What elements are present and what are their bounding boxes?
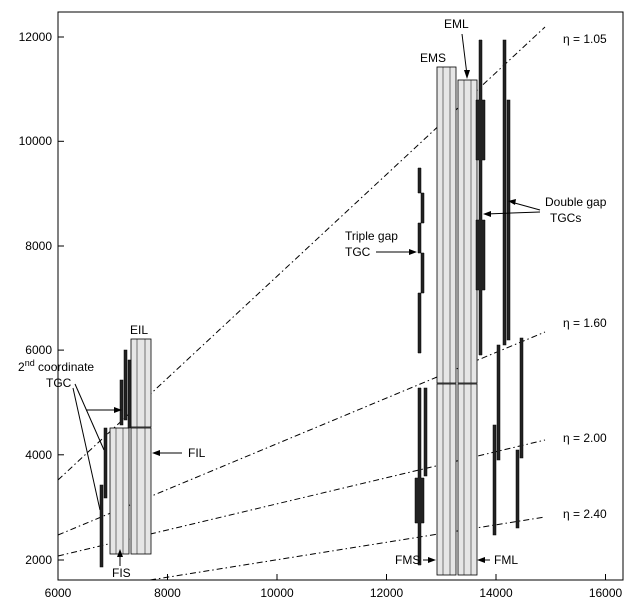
coord-label-sup: nd — [25, 358, 35, 368]
eil-label: EIL — [130, 323, 148, 337]
y-axis: 2000 4000 6000 8000 10000 12000 — [19, 30, 64, 567]
eml-label: EML — [444, 17, 469, 31]
double-gap-tgc — [496, 344, 501, 461]
fms-chamber — [436, 383, 457, 576]
double-gap-tgc — [502, 39, 507, 346]
eta-line-240 — [149, 516, 546, 581]
triple-gap-label: Triple gap TGC — [345, 229, 398, 259]
x-tick-label: 12000 — [370, 586, 404, 600]
inner-station — [99, 338, 152, 568]
tgc-inner — [119, 379, 124, 426]
triple-gap-tgc — [417, 167, 425, 354]
x-axis: 6000 8000 10000 12000 14000 16000 — [45, 574, 623, 600]
fil-chamber — [130, 427, 152, 555]
double-gap-tgc — [492, 424, 497, 536]
double-gap-line2: TGCs — [550, 211, 581, 225]
eta-label-160: η = 1.60 — [563, 316, 607, 330]
y-tick-label: 10000 — [19, 134, 53, 148]
y-tick-label: 2000 — [25, 553, 52, 567]
fml-chamber — [457, 383, 478, 576]
y-tick-label: 4000 — [25, 448, 52, 462]
triple-gap-tgc — [423, 387, 428, 477]
eta-label-240: η = 2.40 — [563, 507, 607, 521]
eta-label-200: η = 2.00 — [563, 431, 607, 445]
tgc-inner — [103, 427, 108, 499]
y-tick-label: 6000 — [25, 343, 52, 357]
tgc-inner — [99, 484, 104, 568]
double-gap-line1: Double gap — [545, 195, 607, 209]
fms-label: FMS — [395, 553, 420, 567]
coord-tgc-label: TGC — [46, 376, 72, 390]
double-gap-tgc — [515, 449, 520, 529]
tgc-inner — [127, 359, 132, 429]
middle-station — [414, 39, 524, 576]
y-tick-label: 8000 — [25, 239, 52, 253]
double-gap-tgc — [506, 99, 511, 341]
double-gap-label: Double gap TGCs — [545, 195, 607, 225]
second-coordinate-tgc-label: 2nd coordinate TGC — [18, 358, 94, 390]
plot-frame — [57, 11, 624, 581]
double-gap-tgc — [519, 337, 524, 459]
svg-text:2nd coordinate: 2nd coordinate — [18, 358, 94, 374]
eil-chamber — [130, 338, 152, 428]
x-tick-label: 8000 — [154, 586, 181, 600]
coord-label-a: 2 — [18, 360, 25, 374]
triple-gap-line1: Triple gap — [345, 229, 398, 243]
ems-label: EMS — [420, 51, 446, 65]
eml-chamber — [457, 79, 478, 384]
triple-gap-line2: TGC — [345, 245, 371, 259]
coord-label-b: coordinate — [35, 360, 95, 374]
fml-label: FML — [494, 553, 518, 567]
tgc-inner — [123, 349, 128, 421]
x-tick-label: 6000 — [45, 586, 72, 600]
fis-label: FIS — [112, 566, 131, 580]
double-gap-tgc — [475, 39, 486, 356]
x-tick-label: 10000 — [260, 586, 294, 600]
fil-label: FIL — [188, 446, 206, 460]
ems-chamber — [436, 66, 457, 384]
x-tick-label: 16000 — [589, 586, 623, 600]
triple-gap-tgc — [414, 387, 425, 566]
fis-chamber — [109, 427, 130, 555]
y-tick-label: 12000 — [19, 30, 53, 44]
eta-label-105: η = 1.05 — [563, 32, 607, 46]
x-tick-label: 14000 — [479, 586, 513, 600]
